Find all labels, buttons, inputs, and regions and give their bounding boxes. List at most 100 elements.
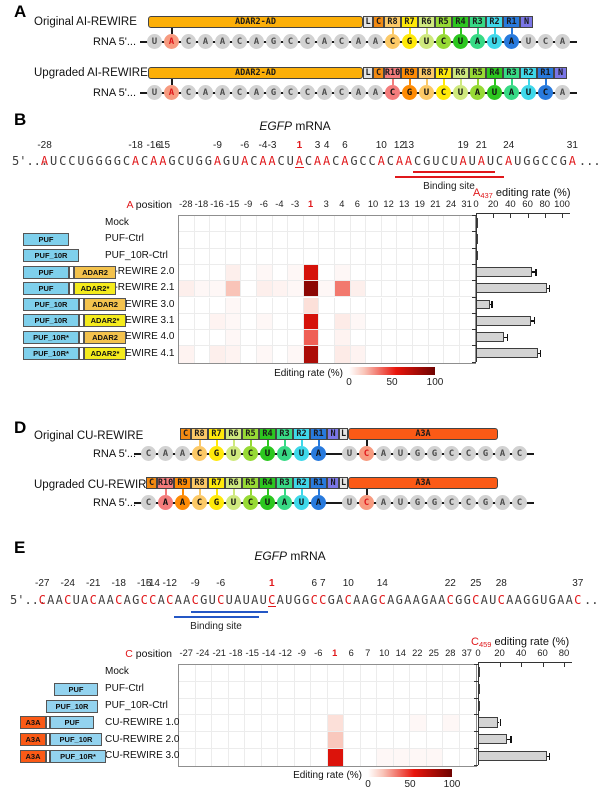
nt-circle: U: [342, 446, 357, 461]
nt-tick: [442, 28, 445, 34]
heatmap-cell: [257, 248, 273, 265]
nt-circle: C: [141, 446, 156, 461]
nt-tick: [283, 440, 286, 446]
mrna-title: EGFP mRNA: [254, 549, 325, 563]
seq-char: C: [550, 154, 558, 168]
heatmap-cell: [294, 749, 311, 766]
heatmap-row-label: PUF_10R-Ctrl: [105, 249, 168, 261]
heatmap-cell: [444, 248, 460, 265]
heatmap-cell: [241, 346, 257, 363]
heatmap-cell: [311, 665, 328, 682]
heatmap-cell: [195, 698, 212, 716]
construct-bar: PUF_10R ADAR2: [23, 298, 126, 312]
nt-circle: A: [555, 85, 570, 100]
nt-cell: C: [140, 489, 157, 511]
bar-axis-tick: [564, 662, 565, 667]
nt-circle: G: [402, 85, 417, 100]
heatmap-cell: [410, 681, 427, 699]
nt-circle: A: [368, 85, 383, 100]
seq-char: C: [191, 593, 199, 607]
heatmap-grid: [178, 215, 477, 364]
nt-cell: A: [494, 489, 511, 511]
edited-site-tick: [365, 489, 368, 495]
bar-axis-row-tick: [472, 215, 476, 216]
heatmap-col-label: -9: [244, 199, 253, 209]
heatmap-cell: [179, 715, 196, 733]
nt-circle: A: [555, 34, 570, 49]
nt-tick: [215, 489, 218, 495]
nt-circle: U: [453, 34, 468, 49]
construct-bar: PUF_10R: [46, 699, 98, 713]
domain-box-r1: R1: [310, 477, 327, 489]
nt-tick: [442, 79, 445, 85]
error-cap: [491, 301, 493, 309]
construct-title: Upgraded CU-REWIRE: [34, 479, 155, 491]
nt-circle: G: [402, 34, 417, 49]
seq-char: G: [532, 154, 540, 168]
heatmap-cell: [350, 232, 367, 249]
heatmap-cell: [366, 248, 382, 265]
nt-circle: U: [521, 34, 536, 49]
nt-tick: [425, 28, 428, 34]
heatmap-cell: [459, 281, 476, 298]
domain-box-r9: R9: [174, 477, 191, 489]
seq-char: G: [463, 593, 471, 607]
heatmap-cell: [393, 698, 410, 716]
heatmap-col-label: -24: [196, 648, 210, 658]
heatmap-cell: [179, 281, 195, 298]
seq-char: U: [514, 154, 522, 168]
heatmap-cell: [210, 297, 226, 314]
pos-label: -21: [86, 578, 101, 589]
heatmap-col-label: -28: [179, 199, 193, 209]
seq-char: U: [72, 593, 80, 607]
bar-axis-label: 60: [537, 648, 548, 659]
domain-bar: C R10 R9 R8 R7 R6 R5 R4 R3 R2 R1 N L A3A: [146, 477, 498, 489]
heatmap-row-label: PUF-Ctrl: [105, 233, 144, 245]
heatmap-cell: [459, 264, 476, 282]
nt-circle: U: [487, 34, 502, 49]
heatmap-cell: [257, 264, 273, 282]
heatmap-col-label: -4: [275, 199, 284, 209]
nt-cell: A: [494, 440, 511, 462]
seq-char: C: [122, 154, 131, 168]
nt-circle: C: [512, 495, 527, 510]
heatmap-cell: [241, 281, 257, 298]
domain-box-r1: R1: [537, 67, 554, 79]
pos-label: 14: [376, 578, 388, 589]
rate-title-subscript: 459: [478, 640, 492, 649]
heatmap-cell: [360, 665, 377, 682]
nt-cell: U: [341, 440, 358, 462]
heatmap-cell: [194, 248, 211, 265]
seq-char: C: [89, 593, 97, 607]
heatmap-cell: [366, 281, 382, 298]
nt-tick: [493, 79, 496, 85]
nt-cell: C: [511, 440, 528, 462]
bar-axis-label: 40: [515, 648, 527, 659]
domain-box-r3: R3: [276, 477, 293, 489]
heatmap-cell: [444, 313, 460, 331]
binding-site-label: Binding site: [190, 621, 242, 632]
seq-char: C: [304, 154, 313, 168]
heatmap-cell: [303, 346, 320, 363]
heatmap-cell: [278, 749, 295, 766]
nt-tick: [408, 28, 411, 34]
domain-box-r6: R6: [225, 477, 242, 489]
seq-char: G: [104, 154, 112, 168]
heatmap-cell: [413, 216, 429, 233]
domain-box-r5: R5: [242, 428, 259, 440]
bar: [478, 751, 547, 762]
pos-label: -3: [267, 140, 277, 151]
binding-site-line: [174, 616, 259, 619]
bar: [476, 315, 532, 326]
heatmap-cell: [360, 681, 377, 699]
bar-axis-row-tick: [472, 345, 476, 347]
seq-char: C: [68, 154, 76, 168]
domain-box-n: N: [520, 16, 533, 28]
construct-box-puf_10r: PUF_10R: [23, 314, 79, 328]
heatmap-cell: [210, 330, 226, 347]
heatmap-cell: [303, 313, 320, 331]
construct-box-puf_10r: PUF_10R: [23, 249, 79, 263]
nt-tick: [476, 79, 479, 85]
legend-tick-label: 50: [404, 779, 416, 790]
heatmap-cell: [443, 665, 460, 682]
